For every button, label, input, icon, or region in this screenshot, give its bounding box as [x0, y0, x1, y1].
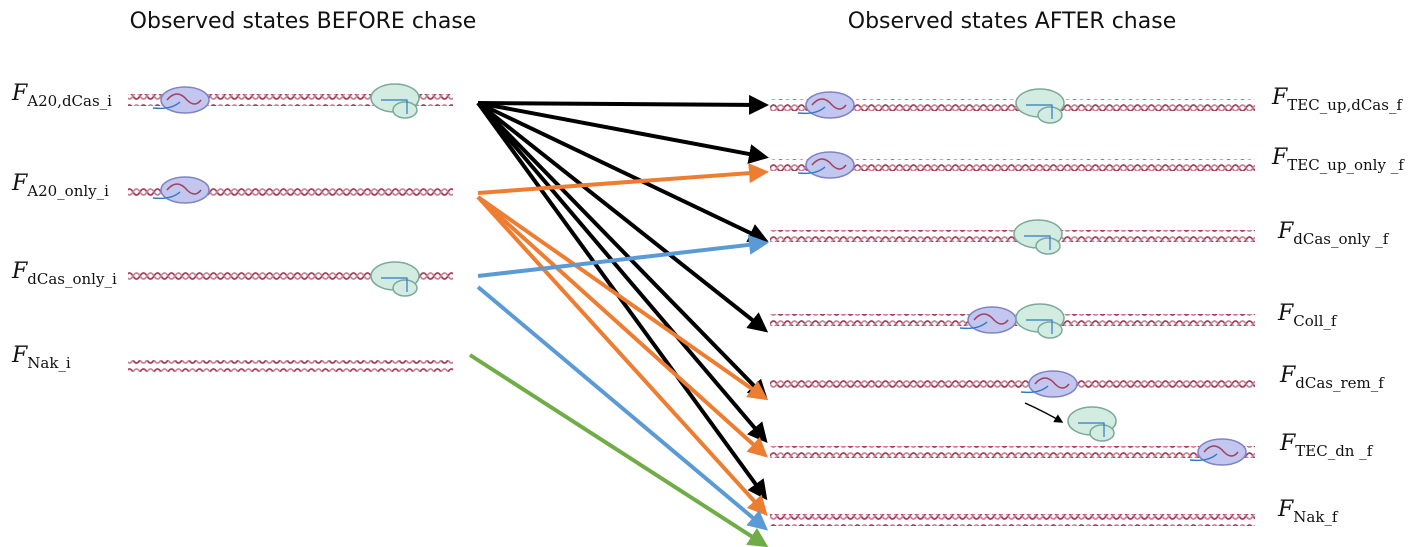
rna-polymerase [153, 177, 209, 203]
dcas-lobe [1036, 238, 1060, 254]
rnap-body [968, 307, 1016, 333]
rna-polymerase [960, 307, 1016, 333]
dcas-lobe [1038, 322, 1062, 338]
state-label: FTEC_dn _f [1279, 431, 1374, 460]
rnap-body [161, 177, 209, 203]
dcas9 [1016, 89, 1064, 123]
state-label: FTEC_up_only _f [1271, 145, 1405, 174]
state-label: FA20,dCas_i [11, 81, 112, 110]
state-subscript: dCas_only _f [1293, 230, 1389, 248]
state-symbol: F [11, 343, 28, 368]
rna-polymerase [153, 87, 209, 113]
diagram-body: FA20,dCas_iFA20_only_iFdCas_only_iFNak_i… [11, 81, 1405, 545]
transition-arrow [478, 287, 765, 528]
dcas9 [1016, 304, 1064, 338]
rna-polymerase [1021, 371, 1077, 397]
state-subscript: TEC_up,dCas_f [1287, 96, 1403, 114]
header-after: Observed states AFTER chase [848, 9, 1176, 34]
rna-polymerase [798, 92, 854, 118]
state-label: FdCas_only_i [11, 259, 117, 288]
rnap-body [1198, 439, 1246, 465]
rnap-body [806, 152, 854, 178]
state-symbol: F [1271, 85, 1288, 110]
rnap-body [806, 92, 854, 118]
state-subscript: TEC_dn _f [1295, 442, 1373, 460]
state-subscript: dCas_rem_f [1295, 374, 1385, 392]
state-subscript: A20_only_i [26, 182, 109, 200]
dna [128, 360, 453, 372]
state-symbol: F [1277, 301, 1294, 326]
state-label: FColl_f [1277, 301, 1338, 330]
dna [770, 514, 1255, 526]
state-symbol: F [1271, 145, 1288, 170]
state-symbol: F [1279, 431, 1296, 456]
state-subscript: Nak_i [27, 354, 71, 372]
state-label: FNak_f [1277, 497, 1339, 526]
rna-polymerase [1190, 439, 1246, 465]
dcas-lobe [393, 102, 417, 118]
state-symbol: F [11, 171, 28, 196]
state-subscript: Nak_f [1293, 508, 1339, 526]
state-symbol: F [11, 259, 28, 284]
state-subscript: Coll_f [1293, 312, 1338, 330]
dcas9 [1068, 407, 1116, 441]
rnap-body [1029, 371, 1077, 397]
state-symbol: F [11, 81, 28, 106]
state-symbol: F [1279, 363, 1296, 388]
dna [770, 230, 1255, 242]
state-label: FA20_only_i [11, 171, 109, 200]
transition-arrow [478, 103, 765, 240]
state-symbol: F [1277, 219, 1294, 244]
dcas-lobe [1090, 425, 1114, 441]
transition-arrow [478, 103, 765, 105]
dcas-lobe [393, 280, 417, 296]
diagram: Observed states BEFORE chase Observed st… [0, 0, 1417, 547]
dcas-lobe [1038, 107, 1062, 123]
state-subscript: TEC_up_only _f [1287, 156, 1405, 174]
dna [770, 378, 1255, 390]
state-label: FdCas_only _f [1277, 219, 1390, 248]
state-label: FNak_i [11, 343, 71, 372]
rna-polymerase [798, 152, 854, 178]
transition-arrow [478, 103, 765, 497]
state-label: FdCas_rem_f [1279, 363, 1385, 392]
rnap-body [161, 87, 209, 113]
transition-arrow [478, 172, 765, 193]
state-subscript: dCas_only_i [27, 270, 117, 288]
header-before: Observed states BEFORE chase [130, 9, 477, 34]
release-arrow [1025, 403, 1062, 422]
dcas9 [371, 262, 419, 296]
dna [770, 446, 1255, 458]
page: Observed states before and after chase {… [0, 0, 1417, 547]
dcas9 [1014, 220, 1062, 254]
state-subscript: A20,dCas_i [26, 92, 112, 110]
transition-arrow [478, 197, 765, 455]
state-symbol: F [1277, 497, 1294, 522]
transition-arrow [470, 355, 765, 545]
dcas9 [371, 84, 419, 118]
body: Observed states BEFORE chase Observed st… [0, 0, 1417, 547]
state-label: FTEC_up,dCas_f [1271, 85, 1403, 114]
